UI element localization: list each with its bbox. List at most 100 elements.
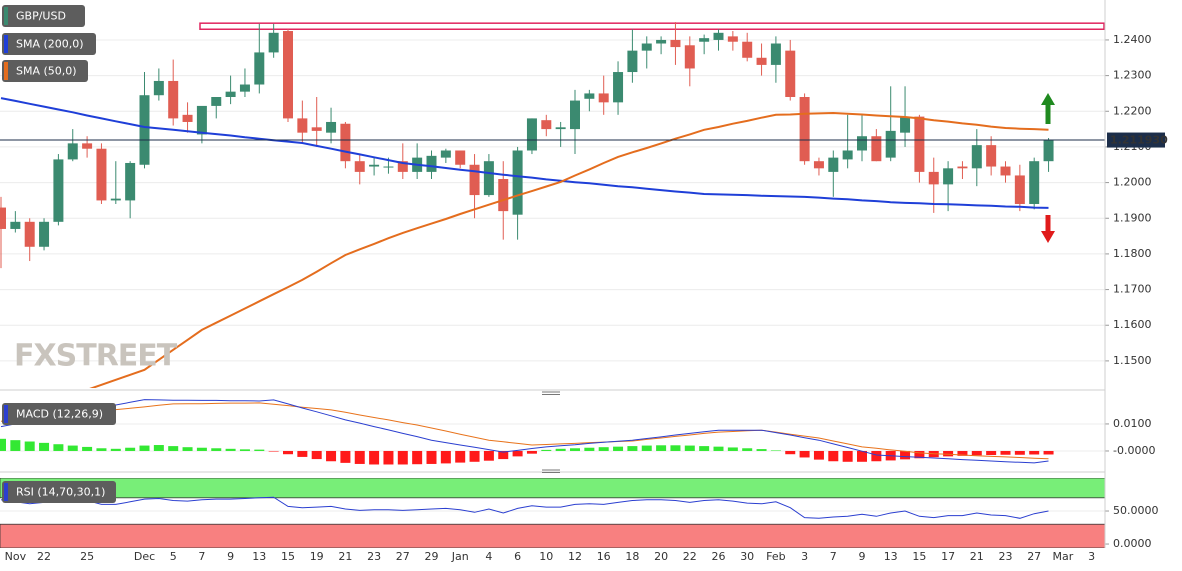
candle-body	[914, 116, 925, 172]
watermark: FXSTREET	[14, 339, 178, 374]
candle-body	[67, 143, 78, 160]
legend-box	[2, 33, 96, 55]
overbought-band	[0, 478, 1105, 499]
x-tick-label: 30	[740, 550, 754, 563]
histogram-bar	[340, 450, 351, 463]
down-arrow	[1041, 215, 1055, 243]
histogram-bar	[1043, 450, 1054, 455]
histogram-bar	[139, 445, 150, 451]
y-tick-label: 1.2300	[1113, 69, 1152, 82]
histogram-bar	[469, 450, 480, 462]
candle-body	[0, 207, 6, 229]
legend-box	[2, 5, 85, 27]
histogram-bar	[96, 448, 107, 451]
candle-body	[426, 155, 437, 172]
macd-panel	[0, 399, 1105, 465]
candle-body	[641, 43, 652, 51]
histogram-bar	[727, 447, 738, 451]
x-tick-label: 7	[830, 550, 837, 563]
histogram-bar	[641, 445, 652, 451]
candle-body	[598, 93, 609, 103]
candle-body	[512, 150, 523, 215]
x-tick-label: 7	[198, 550, 205, 563]
x-tick-label: 23	[367, 550, 381, 563]
x-tick-label: 3	[801, 550, 808, 563]
y-tick-label: 1.2200	[1113, 104, 1152, 117]
x-tick-label: Jan	[451, 550, 469, 563]
x-tick-label: 20	[654, 550, 668, 563]
legend-swatch	[4, 405, 8, 423]
y-tick-label: 1.2000	[1113, 176, 1152, 189]
histogram-bar	[713, 446, 724, 451]
y-tick-label: -0.0000	[1113, 444, 1155, 457]
histogram-bar	[598, 447, 609, 451]
histogram-bar	[842, 450, 853, 462]
candle-body	[986, 145, 997, 167]
x-tick-label: 13	[884, 550, 898, 563]
histogram-bar	[153, 445, 164, 451]
indicator-title: RSI (14,70,30,1)	[16, 486, 105, 499]
histogram-bar	[1014, 450, 1025, 455]
candle-body	[842, 150, 853, 160]
histogram-bar	[656, 445, 667, 451]
candle-body	[1000, 166, 1011, 176]
legend-box	[2, 403, 116, 425]
x-tick-label: Mar	[1053, 550, 1074, 563]
candle-body	[311, 127, 322, 131]
candle-body	[584, 93, 595, 99]
candle-body	[39, 221, 50, 247]
histogram-bar	[211, 448, 222, 451]
candle-body	[82, 143, 93, 149]
x-tick-label: 3	[1088, 550, 1095, 563]
histogram-bar	[182, 447, 193, 451]
x-tick-label: 16	[597, 550, 611, 563]
y-tick-label: 1.2400	[1113, 33, 1152, 46]
x-tick-label: 17	[941, 550, 955, 563]
histogram-bar	[239, 449, 250, 451]
candle-body	[139, 95, 150, 165]
histogram-bar	[268, 450, 279, 452]
histogram-bar	[871, 450, 882, 462]
x-tick-label: 6	[514, 550, 521, 563]
histogram-bar	[24, 441, 35, 451]
candle-body	[928, 171, 939, 185]
candle-body	[498, 179, 509, 212]
candle-body	[857, 136, 867, 151]
candle-body	[885, 130, 896, 158]
candle-body	[10, 221, 21, 229]
histogram-bar	[498, 450, 509, 460]
legend-label: SMA (50,0)	[16, 65, 77, 78]
candle-body	[613, 72, 624, 103]
x-tick-label: 27	[1027, 550, 1041, 563]
histogram-bar	[986, 450, 997, 456]
oversold-band	[0, 523, 1105, 548]
candle-body	[125, 162, 136, 201]
indicator-title: MACD (12,26,9)	[16, 408, 103, 421]
candle-body	[699, 38, 710, 42]
histogram-bar	[283, 450, 293, 455]
legend-label: GBP/USD	[16, 10, 66, 23]
candle-body	[770, 43, 781, 65]
x-tick-label: Nov	[5, 550, 27, 563]
candle-body	[268, 32, 279, 53]
legend-swatch	[4, 7, 8, 25]
candle-body	[1043, 140, 1054, 162]
candle-body	[369, 164, 380, 167]
y-tick-label: 1.1800	[1113, 247, 1152, 260]
candle-body	[799, 97, 810, 162]
histogram-bar	[1029, 450, 1040, 455]
candle-body	[182, 114, 193, 122]
signal-line	[0, 402, 1049, 460]
histogram-bar	[196, 447, 207, 451]
resize-grip[interactable]	[542, 391, 560, 473]
candle-body	[742, 41, 753, 58]
candle-body	[96, 148, 107, 201]
candle-body	[283, 31, 293, 119]
candle-body	[24, 221, 35, 247]
x-tick-label: 29	[425, 550, 439, 563]
candle-body	[656, 39, 667, 44]
x-tick-label: 21	[338, 550, 352, 563]
x-tick-label: 27	[396, 550, 410, 563]
histogram-bar	[526, 450, 537, 454]
candle-body	[570, 100, 580, 130]
